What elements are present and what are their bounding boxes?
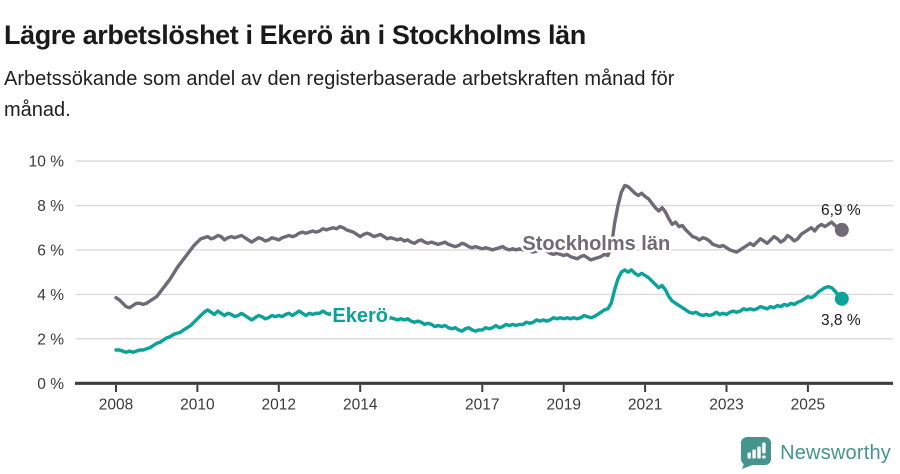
newsworthy-bubble-chart-icon: [741, 437, 772, 469]
newsworthy-logo: Newsworthy: [740, 436, 891, 470]
x-axis-tick-label: 2010: [180, 397, 215, 414]
x-axis-tick-label: 2017: [465, 397, 499, 414]
series-label-stockholms-lan: Stockholms län: [522, 233, 670, 255]
page-subtitle: Arbetssökande som andel av den registerb…: [4, 64, 674, 126]
x-axis-tick-label: 2023: [709, 397, 743, 414]
subtitle-line-1: Arbetssökande som andel av den registerb…: [4, 68, 675, 90]
line-stockholms-lan: [114, 183, 844, 310]
x-axis-tick-label: 2012: [262, 397, 296, 414]
series-label-ekero: Ekerö: [332, 305, 388, 327]
y-axis-tick-label: 4 %: [37, 287, 64, 304]
end-value-label-stockholms-lan: 6,9 %: [821, 202, 861, 219]
end-dot-ekero: [834, 291, 849, 306]
page-title: Lägre arbetslöshet i Ekerö än i Stockhol…: [4, 20, 586, 51]
line-ekero: [114, 268, 844, 354]
subtitle-line-2: månad.: [4, 99, 71, 121]
y-axis-tick-label: 0 %: [37, 376, 64, 393]
y-axis-tick-label: 2 %: [37, 331, 64, 348]
x-axis-tick-label: 2019: [546, 397, 580, 414]
x-axis-tick-label: 2021: [628, 397, 662, 414]
x-axis-tick-label: 2008: [99, 397, 133, 414]
y-axis-tick-label: 10 %: [29, 154, 65, 171]
x-axis-tick-label: 2014: [343, 397, 378, 414]
y-axis-tick-label: 8 %: [37, 198, 64, 215]
newsworthy-wordmark: Newsworthy: [780, 441, 891, 464]
x-axis-tick-label: 2025: [791, 397, 825, 414]
end-dot-stockholms-lan: [834, 222, 849, 237]
end-value-label-ekero: 3,8 %: [821, 312, 861, 329]
y-axis-tick-label: 6 %: [37, 242, 64, 259]
